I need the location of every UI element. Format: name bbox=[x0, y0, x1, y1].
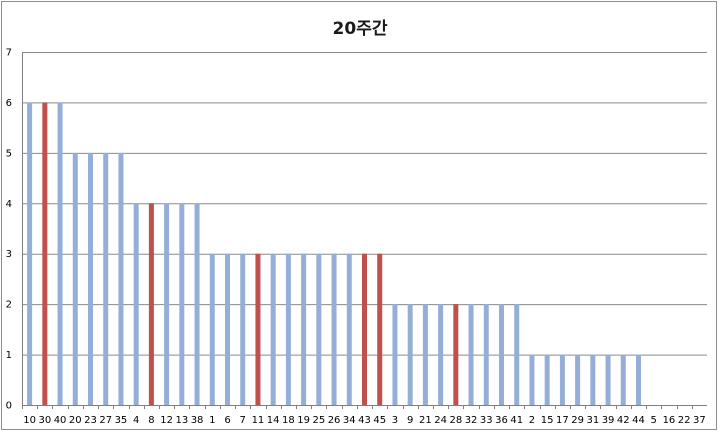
bar-28 bbox=[453, 304, 459, 405]
bar-29 bbox=[575, 354, 581, 405]
bar-45 bbox=[377, 253, 383, 405]
bar-11 bbox=[255, 253, 261, 405]
bar-10 bbox=[27, 102, 33, 405]
bar-23 bbox=[88, 152, 93, 405]
bar-8 bbox=[148, 203, 154, 405]
y-tick-label: 6 bbox=[6, 98, 12, 109]
bar-38 bbox=[194, 203, 200, 405]
bar-13 bbox=[179, 203, 185, 405]
x-tick-label: 15 bbox=[541, 415, 554, 426]
bar-36 bbox=[499, 304, 504, 405]
bar-12 bbox=[164, 203, 170, 405]
bar-9 bbox=[407, 304, 413, 405]
x-tick-label: 4 bbox=[133, 415, 139, 426]
x-tick-label: 23 bbox=[84, 415, 97, 426]
x-tick-label: 13 bbox=[175, 415, 188, 426]
x-tick-label: 26 bbox=[328, 415, 341, 426]
x-tick-label: 16 bbox=[663, 415, 676, 426]
x-tick-label: 21 bbox=[419, 415, 432, 426]
x-tick-label: 36 bbox=[495, 415, 508, 426]
x-tick-label: 17 bbox=[556, 415, 569, 426]
bar-34 bbox=[346, 253, 352, 405]
x-tick-label: 6 bbox=[224, 415, 230, 426]
x-tick-label: 39 bbox=[602, 415, 615, 426]
x-tick-label: 25 bbox=[312, 415, 325, 426]
x-tick-label: 1 bbox=[209, 415, 215, 426]
bar-24 bbox=[438, 304, 444, 405]
x-tick-label: 32 bbox=[465, 415, 478, 426]
x-tick-label: 45 bbox=[373, 415, 386, 426]
y-tick-label: 3 bbox=[6, 249, 12, 260]
x-tick-label: 19 bbox=[297, 415, 310, 426]
bar-40 bbox=[57, 102, 63, 405]
y-tick-label: 0 bbox=[6, 401, 12, 412]
x-tick-label: 44 bbox=[632, 415, 645, 426]
bar-43 bbox=[362, 253, 367, 405]
x-tick-label: 35 bbox=[115, 415, 128, 426]
x-tick-label: 14 bbox=[267, 415, 280, 426]
bar-17 bbox=[559, 354, 565, 405]
x-tick-label: 9 bbox=[407, 415, 413, 426]
x-tick-label: 29 bbox=[571, 415, 584, 426]
x-tick-label: 31 bbox=[586, 415, 599, 426]
bar-1 bbox=[209, 253, 215, 405]
x-tick-label: 12 bbox=[160, 415, 173, 426]
x-tick-label: 38 bbox=[191, 415, 204, 426]
bar-44 bbox=[636, 354, 641, 405]
chart-title: 20주간 bbox=[332, 19, 388, 39]
x-tick-label: 30 bbox=[38, 415, 51, 426]
x-tick-label: 8 bbox=[148, 415, 154, 426]
bar-18 bbox=[285, 253, 291, 405]
x-tick-label: 3 bbox=[392, 415, 398, 426]
y-tick-label: 4 bbox=[6, 199, 12, 210]
x-tick-label: 33 bbox=[480, 415, 493, 426]
bar-7 bbox=[240, 253, 246, 405]
bar-31 bbox=[590, 354, 596, 405]
y-tick-label: 7 bbox=[6, 48, 12, 59]
bar-3 bbox=[392, 304, 398, 405]
x-tick-label: 28 bbox=[449, 415, 462, 426]
bar-2 bbox=[529, 354, 535, 405]
x-tick-label: 18 bbox=[282, 415, 295, 426]
bar-26 bbox=[331, 253, 337, 405]
x-tick-label: 10 bbox=[23, 415, 36, 426]
bar-39 bbox=[605, 354, 611, 405]
x-tick-label: 43 bbox=[358, 415, 371, 426]
x-tick-label: 20 bbox=[69, 415, 82, 426]
bar-15 bbox=[544, 354, 550, 405]
y-tick-label: 1 bbox=[6, 350, 12, 361]
bar-25 bbox=[316, 253, 322, 405]
bar-32 bbox=[468, 304, 474, 405]
x-tick-label: 34 bbox=[343, 415, 356, 426]
bar-35 bbox=[118, 152, 124, 405]
x-tick-label: 37 bbox=[693, 415, 706, 426]
x-tick-label: 40 bbox=[54, 415, 67, 426]
bar-20 bbox=[72, 152, 78, 405]
x-tick-label: 2 bbox=[529, 415, 535, 426]
y-tick-label: 5 bbox=[6, 148, 12, 159]
bar-42 bbox=[620, 354, 626, 405]
bar-27 bbox=[103, 152, 109, 405]
bar-4 bbox=[133, 203, 139, 405]
bar-19 bbox=[301, 253, 307, 405]
bar-41 bbox=[514, 304, 520, 405]
x-tick-label: 24 bbox=[434, 415, 447, 426]
x-tick-label: 41 bbox=[510, 415, 523, 426]
x-tick-label: 7 bbox=[240, 415, 246, 426]
x-tick-label: 11 bbox=[252, 415, 265, 426]
x-tick-label: 42 bbox=[617, 415, 630, 426]
x-tick-label: 5 bbox=[651, 415, 657, 426]
y-tick-label: 2 bbox=[6, 300, 12, 311]
x-tick-label: 27 bbox=[99, 415, 112, 426]
bar-21 bbox=[422, 304, 428, 405]
bar-33 bbox=[483, 304, 489, 405]
bar-14 bbox=[270, 253, 276, 405]
bar-6 bbox=[225, 253, 230, 405]
bar-30 bbox=[42, 102, 48, 405]
x-tick-label: 22 bbox=[678, 415, 691, 426]
